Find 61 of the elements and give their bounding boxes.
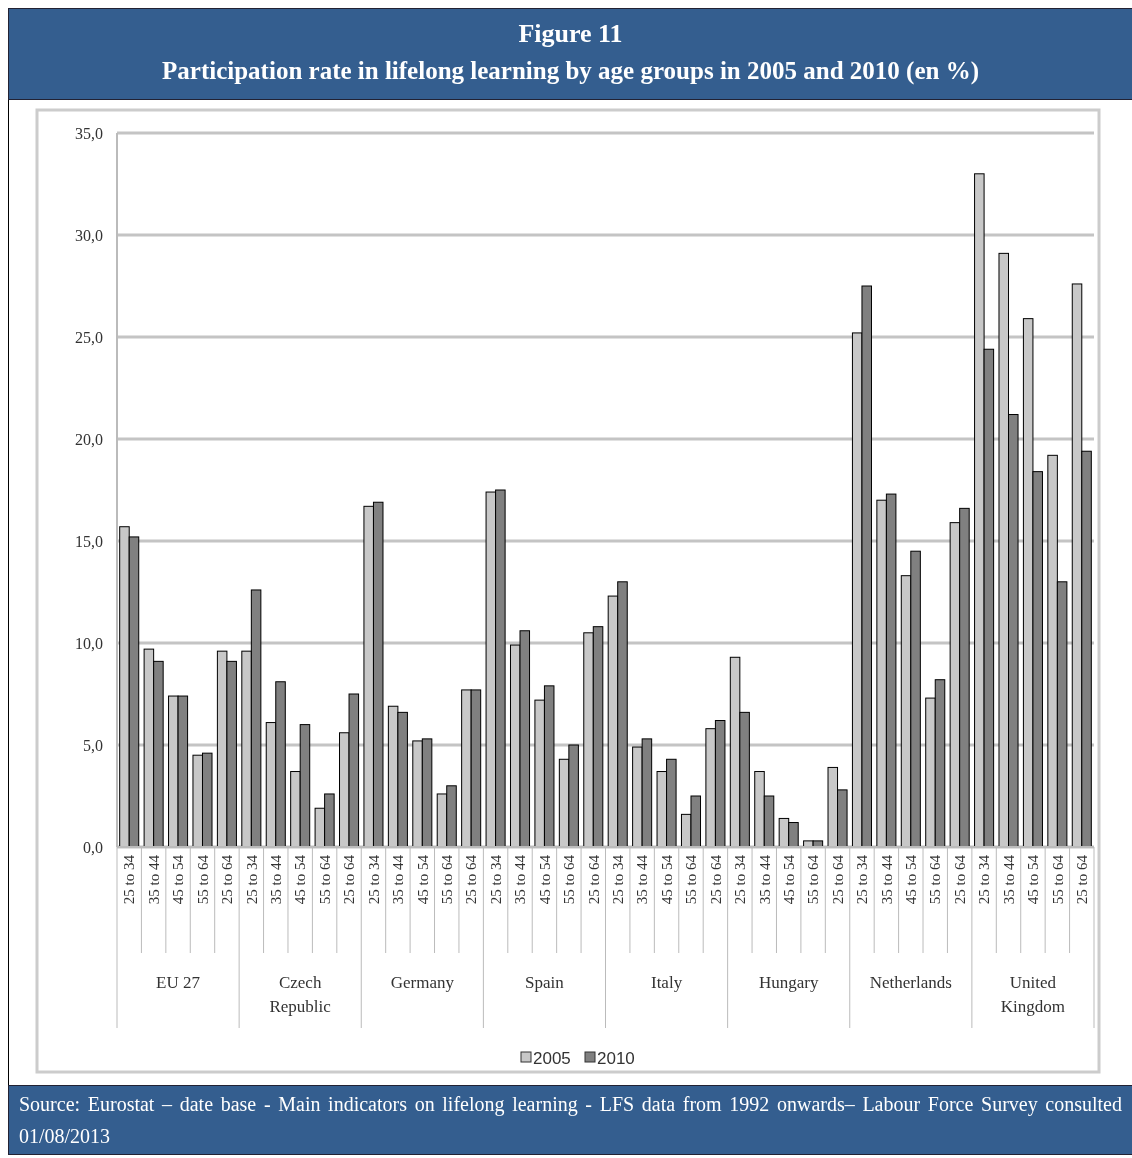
x-tick-label: 25 to 34 [487, 854, 504, 905]
x-tick-label: 25 to 34 [365, 854, 382, 905]
text: Italy [650, 973, 683, 992]
x-tick-label: 35 to 44 [878, 854, 895, 905]
x-tick-label: 25 to 64 [951, 854, 968, 905]
x-tick-label: 55 to 64 [438, 854, 455, 905]
text: Netherlands [869, 973, 952, 992]
x-tick-label: 45 to 54 [1025, 854, 1042, 905]
x-tick-label: 35 to 44 [145, 854, 162, 905]
x-tick-label: 55 to 64 [316, 854, 333, 905]
x-tick-label: 55 to 64 [683, 854, 700, 905]
x-tick-label: 25 to 34 [609, 854, 626, 905]
text: Spain [525, 973, 565, 992]
x-tick-label: 45 to 54 [658, 854, 675, 905]
x-tick-label: 25 to 64 [1074, 854, 1091, 905]
x-tick-label: 45 to 54 [292, 854, 309, 905]
x-tick-label: 45 to 54 [903, 854, 920, 905]
chart-title: Figure 11 [517, 18, 624, 50]
y-tick-label: 25,0 [75, 328, 103, 346]
x-tick-label: 35 to 44 [268, 854, 285, 905]
x-tick-label: 25 to 64 [463, 854, 480, 905]
text: Germany [390, 973, 455, 992]
x-tick-label: 25 to 34 [854, 854, 871, 905]
x-tick-label: 45 to 54 [414, 854, 431, 905]
text: United Kingdom [1000, 973, 1066, 1016]
x-tick-label: 45 to 54 [170, 854, 187, 905]
x-tick-label: 25 to 64 [707, 854, 724, 905]
y-tick-label: 30,0 [75, 226, 103, 244]
x-tick-label: 35 to 44 [756, 854, 773, 905]
x-tick-label: 55 to 64 [805, 854, 822, 905]
x-tick-label: 35 to 44 [634, 854, 651, 905]
chart-subtitle: Participation rate in lifelong learning by age groups in 2005 and 2010 (en %) [161, 56, 980, 87]
text: Czech Republic [269, 973, 332, 1016]
x-tick-label: 25 to 64 [219, 854, 236, 905]
x-tick-label: 55 to 64 [1049, 854, 1066, 905]
x-tick-label: 55 to 64 [927, 854, 944, 905]
x-tick-label: 35 to 44 [1000, 854, 1017, 905]
source-note: Source: Eurostat – date base - Main indicators on lifelong learning - LFS data from 1992 onwards– Labour Force Survey consulted 01/08/2013 [8, 1085, 1132, 1155]
y-tick-label: 5,0 [83, 736, 103, 754]
legend-label: 2005 [533, 1048, 571, 1068]
y-tick-label: 10,0 [75, 634, 103, 652]
x-tick-label: 25 to 34 [243, 854, 260, 905]
text: Hungary [758, 973, 819, 992]
x-tick-label: 55 to 64 [194, 854, 211, 905]
x-tick-label: 25 to 34 [732, 854, 749, 905]
x-tick-label: 35 to 44 [512, 854, 529, 905]
text: EU 27 [156, 973, 201, 992]
x-tick-label: 25 to 64 [829, 854, 846, 905]
y-tick-label: 20,0 [75, 430, 103, 448]
legend-label: 2010 [597, 1048, 635, 1068]
x-tick-label: 45 to 54 [780, 854, 797, 905]
x-tick-label: 25 to 64 [341, 854, 358, 905]
x-tick-label: 25 to 34 [121, 854, 138, 905]
x-tick-label: 45 to 54 [536, 854, 553, 905]
y-tick-label: 35,0 [75, 124, 103, 142]
x-tick-label: 55 to 64 [561, 854, 578, 905]
x-tick-label: 35 to 44 [390, 854, 407, 905]
y-tick-label: 0,0 [83, 838, 103, 856]
x-tick-label: 25 to 34 [976, 854, 993, 905]
y-tick-label: 15,0 [75, 532, 103, 550]
x-tick-label: 25 to 64 [585, 854, 602, 905]
